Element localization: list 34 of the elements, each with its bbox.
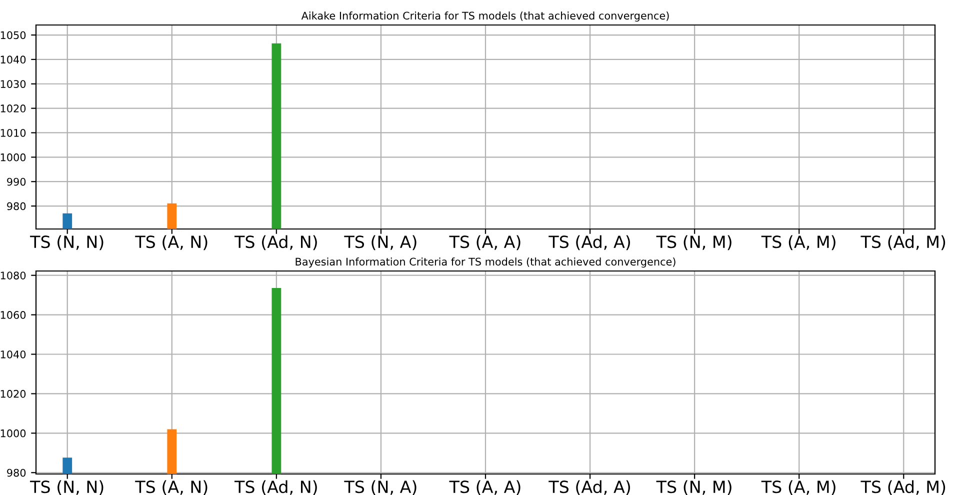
x-tick-label: TS (A, N) — [135, 480, 208, 495]
y-tick-label: 980 — [7, 468, 26, 477]
x-tick-label: TS (N, N) — [30, 480, 104, 495]
x-tick-label: TS (N, N) — [30, 235, 104, 250]
x-tick-label: TS (Ad, A) — [548, 480, 630, 495]
y-tick-label: 990 — [7, 178, 26, 186]
y-tick-label: 980 — [7, 202, 26, 210]
x-tick-label: TS (N, A) — [344, 235, 416, 250]
y-tick-label: 1040 — [0, 350, 26, 358]
x-tick-label: TS (Ad, M) — [860, 235, 946, 250]
x-tick-label: TS (N, M) — [656, 235, 732, 250]
y-tick-label: 1000 — [0, 429, 26, 438]
y-tick-label: 1060 — [0, 311, 26, 319]
y-tick-label: 1030 — [0, 80, 26, 88]
y-tick-label: 1000 — [0, 153, 26, 162]
x-tick-label: TS (Ad, A) — [548, 235, 630, 250]
chart-title: Aikake Information Criteria for TS models (that achieved convergence) — [301, 12, 669, 22]
x-tick-label: TS (N, M) — [656, 480, 732, 495]
y-tick-label: 1080 — [0, 272, 26, 280]
x-tick-label: TS (N, A) — [344, 480, 416, 495]
x-tick-label: TS (A, N) — [135, 235, 208, 250]
y-tick-label: 1040 — [0, 56, 26, 64]
x-tick-label: TS (Ad, N) — [234, 480, 317, 495]
y-tick-label: 1010 — [0, 128, 26, 137]
x-tick-label: TS (A, A) — [449, 235, 520, 250]
x-tick-label: TS (Ad, N) — [234, 235, 317, 250]
y-tick-label: 1020 — [0, 390, 26, 398]
x-tick-label: TS (Ad, M) — [860, 480, 946, 495]
y-tick-label: 1050 — [0, 31, 26, 40]
chart-title: Bayesian Information Criteria for TS models (that achieved convergence) — [296, 258, 676, 268]
x-tick-label: TS (A, M) — [761, 235, 836, 250]
y-tick-label: 1020 — [0, 104, 26, 112]
x-tick-label: TS (A, A) — [449, 480, 520, 495]
x-tick-label: TS (A, M) — [761, 480, 836, 495]
